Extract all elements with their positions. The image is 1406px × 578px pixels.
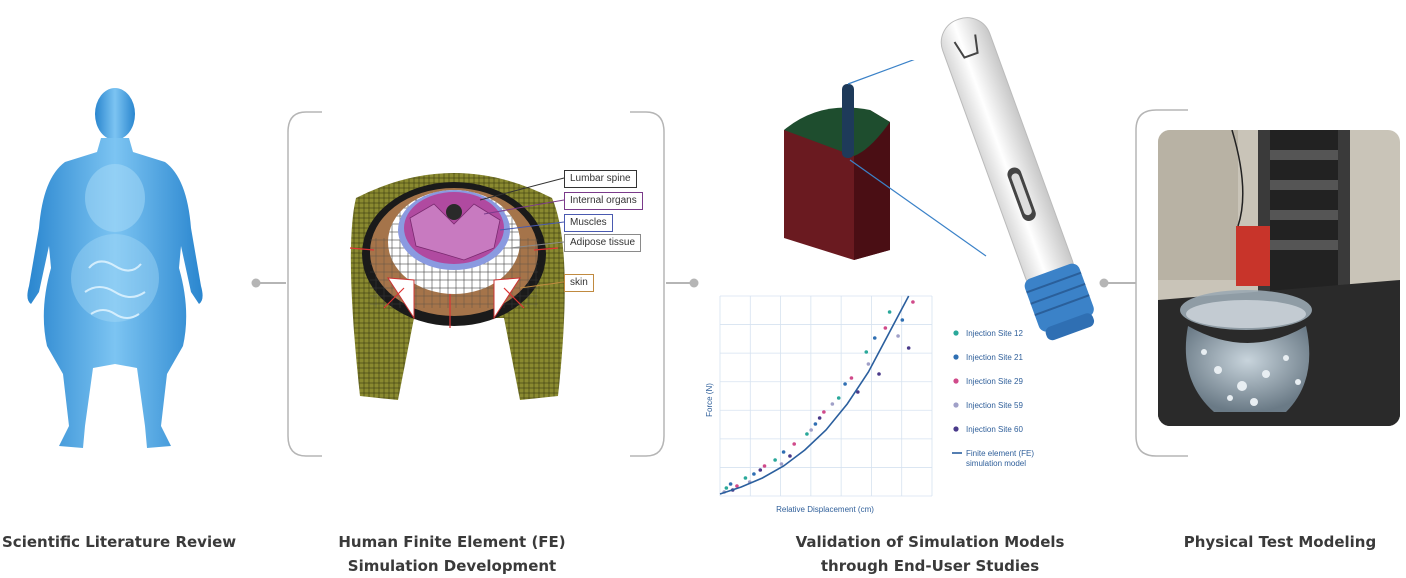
data-point-series-4: [866, 362, 871, 366]
data-point-series-3: [822, 410, 826, 414]
caption-step-1: Scientific Literature Review: [2, 530, 237, 554]
legend-marker-2: [953, 354, 959, 360]
bracket-left-step4: [1135, 109, 1188, 457]
legend-label-fit-1: Finite element (FE): [966, 449, 1034, 458]
legend-label-3: Injection Site 29: [966, 377, 1023, 386]
fe-label-skin: skin: [564, 274, 594, 292]
fe-label-pointers: [479, 177, 565, 289]
caption-step-3: Validation of Simulation Models through …: [790, 530, 1070, 578]
data-point-series-3: [792, 442, 796, 446]
caption-step-1-line-1: Scientific Literature Review: [2, 533, 237, 551]
chart-legend: Injection Site 12 Injection Site 21 Inject…: [952, 329, 1034, 468]
data-point-series-2: [752, 472, 756, 476]
legend-marker-4: [953, 402, 959, 408]
caption-step-4: Physical Test Modeling: [1170, 530, 1390, 554]
connector-dot-3: [1099, 278, 1109, 288]
caption-step-4-line-1: Physical Test Modeling: [1183, 533, 1377, 551]
data-point-series-5: [758, 468, 763, 472]
validation-chart: Relative Displacement (cm) Force (N) Inj…: [705, 295, 1034, 514]
fe-label-lumbar-spine: Lumbar spine: [564, 170, 637, 188]
caption-step-2-line-1: Human Finite Element (FE): [338, 533, 566, 551]
data-point-series-5: [877, 372, 881, 376]
human-body-icon: [27, 88, 203, 448]
data-point-series-3: [849, 376, 854, 380]
fe-label-adipose-tissue: Adipose tissue: [564, 234, 642, 252]
data-point-series-1: [887, 310, 892, 314]
fe-abdomen-model-icon: [349, 173, 565, 400]
data-point-series-2: [872, 336, 877, 340]
bracket-right-step2: [630, 111, 665, 457]
physical-test-photo: [1158, 130, 1400, 426]
legend-marker-5: [953, 426, 959, 432]
data-point-series-4: [830, 402, 835, 406]
legend-label-fit-2: simulation model: [966, 459, 1026, 468]
legend-label-1: Injection Site 12: [966, 329, 1023, 338]
chart-ylabel: Force (N): [705, 383, 714, 417]
data-point-series-5: [906, 346, 911, 350]
data-point-series-1: [836, 396, 841, 400]
legend-label-5: Injection Site 60: [966, 425, 1023, 434]
data-point-series-1: [805, 432, 809, 436]
fe-label-internal-organs: Internal organs: [564, 192, 643, 210]
tissue-cube-icon: [784, 60, 987, 260]
data-point-series-4: [896, 334, 900, 338]
connector-dot-2: [689, 278, 699, 288]
caption-step-3-line-1: Validation of Simulation Models: [795, 533, 1065, 551]
bracket-left-step2: [287, 111, 322, 457]
data-point-series-2: [900, 318, 905, 322]
data-point-series-1: [864, 350, 869, 354]
data-point-series-4: [779, 462, 784, 466]
chart-grid: [719, 295, 933, 497]
data-point-series-3: [735, 484, 739, 488]
autoinjector-icon: [940, 17, 1095, 341]
data-point-series-1: [743, 476, 748, 480]
data-point-series-5: [788, 454, 792, 458]
data-point-series-2: [728, 482, 733, 486]
fe-label-muscles: Muscles: [564, 214, 613, 232]
legend-marker-3: [953, 378, 959, 384]
fe-fit-line: [719, 295, 910, 495]
legend-marker-1: [953, 330, 959, 336]
data-point-series-3: [762, 464, 767, 468]
caption-step-3-line-2: through End-User Studies: [820, 557, 1040, 575]
data-point-series-5: [856, 390, 860, 394]
data-point-series-2: [781, 450, 786, 454]
data-point-series-1: [773, 458, 777, 462]
chart-points: [722, 300, 915, 494]
data-point-series-3: [911, 300, 915, 304]
data-point-series-3: [883, 326, 888, 330]
chart-xlabel: Relative Displacement (cm): [776, 505, 874, 514]
caption-step-2-line-2: Simulation Development: [347, 557, 557, 575]
connector-dot-1: [251, 278, 261, 288]
caption-step-2: Human Finite Element (FE) Simulation Dev…: [332, 530, 572, 578]
data-point-series-2: [843, 382, 847, 386]
data-point-series-1: [724, 486, 729, 490]
data-point-series-4: [809, 428, 813, 432]
data-point-series-5: [817, 416, 822, 420]
data-point-series-2: [813, 422, 818, 426]
legend-label-4: Injection Site 59: [966, 401, 1023, 410]
legend-label-2: Injection Site 21: [966, 353, 1023, 362]
